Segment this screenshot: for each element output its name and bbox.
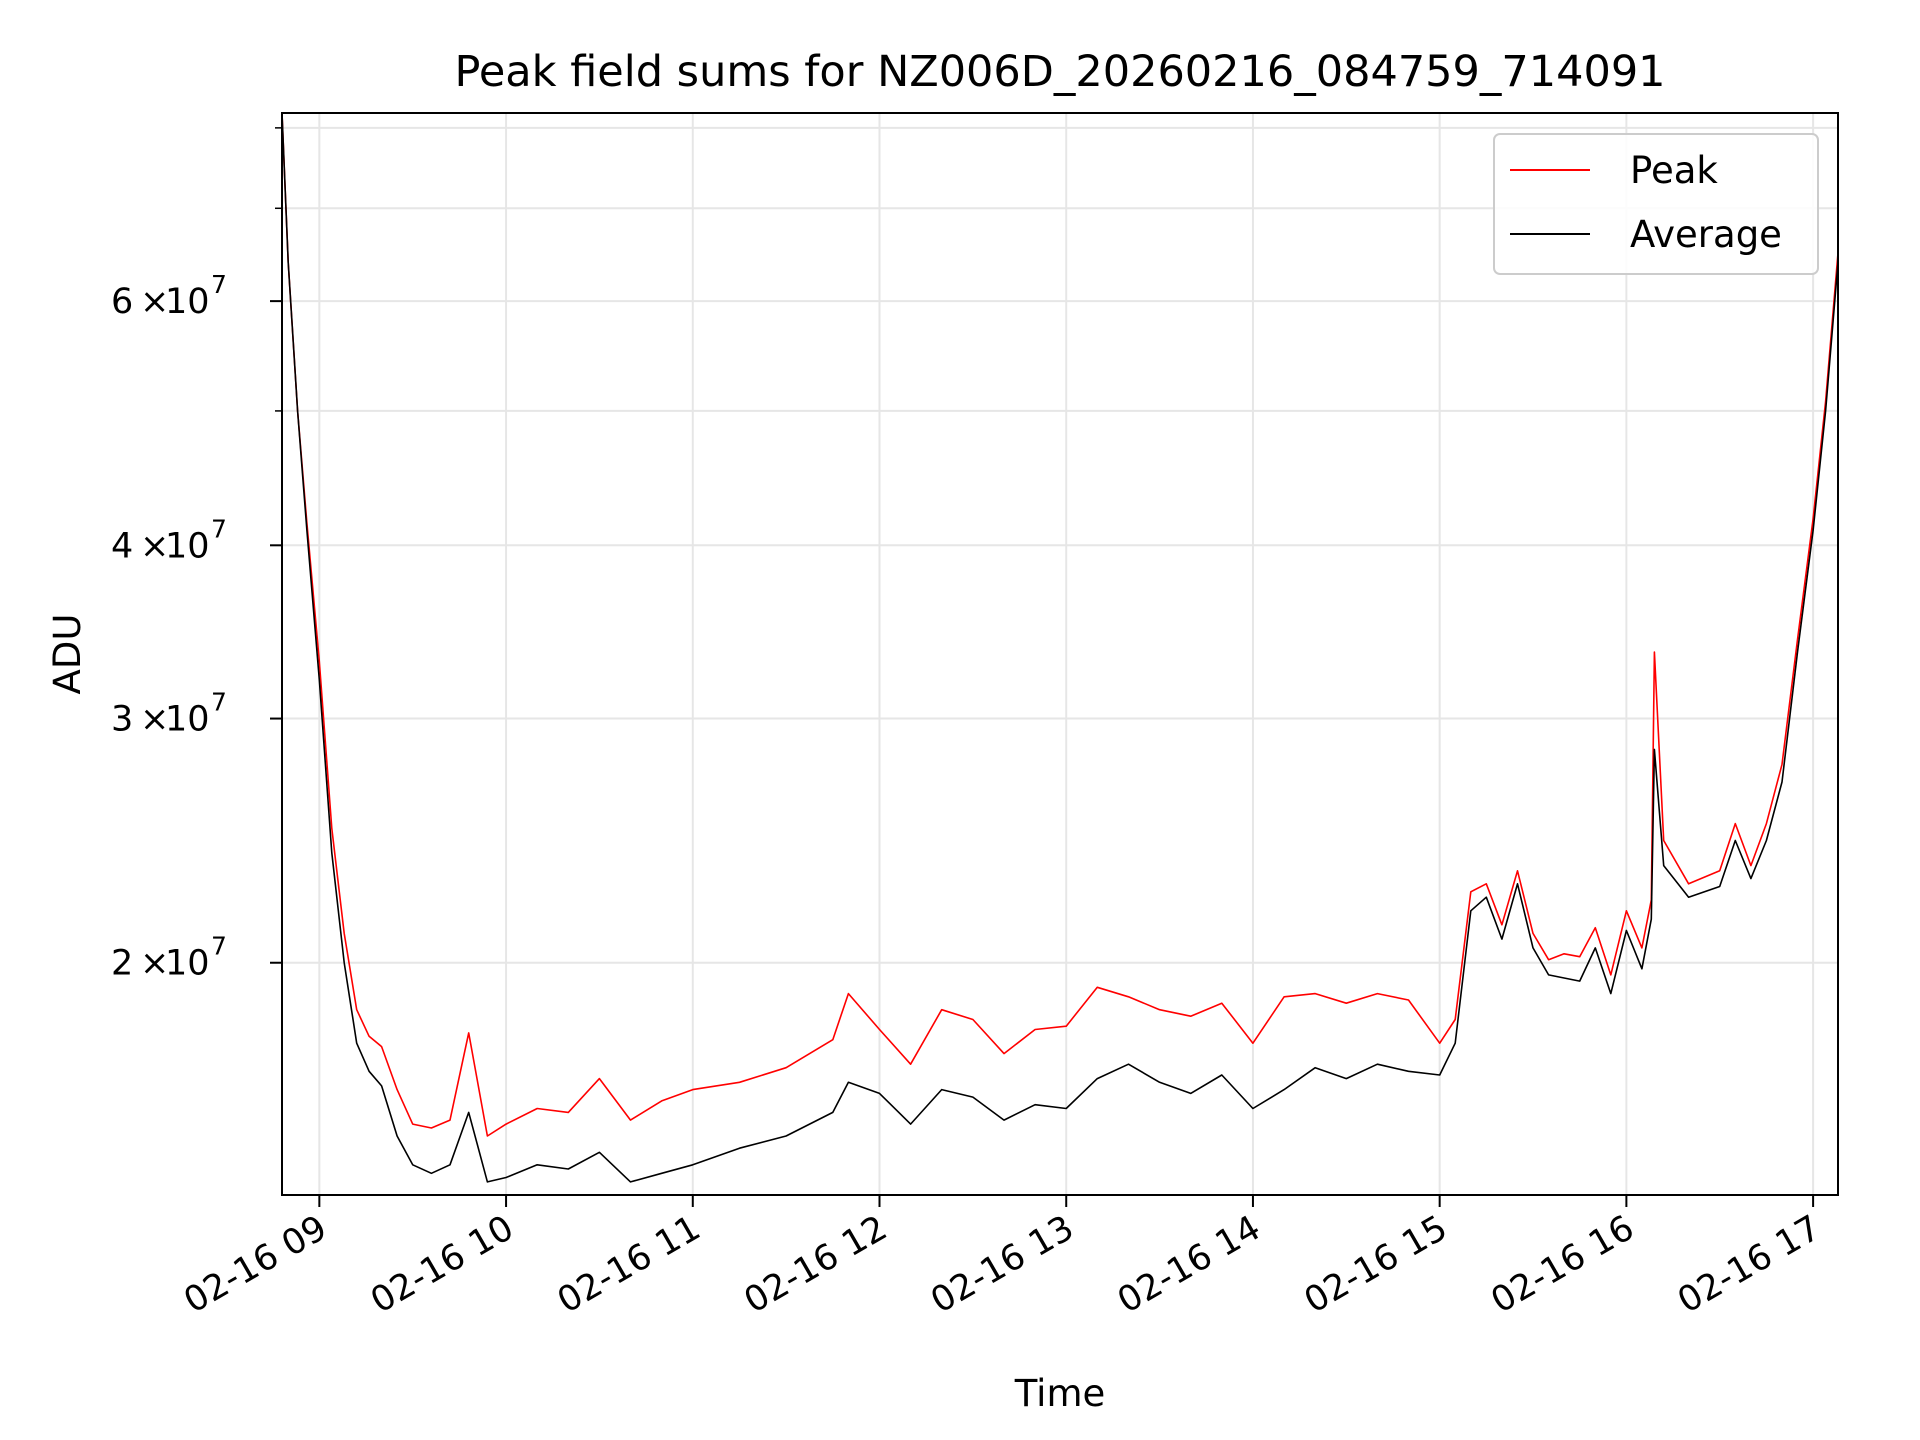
y-tick-base: 10 (165, 944, 210, 984)
y-tick-times: × (140, 282, 169, 322)
series-average-line (281, 112, 1839, 1183)
plot-frame (281, 112, 1839, 1196)
y-tick-label: 6 ×10 7 (111, 270, 227, 322)
grid-lines (282, 113, 1838, 1195)
y-tick-label: 3 ×10 7 (111, 688, 227, 740)
y-axis-label: ADU (46, 614, 89, 695)
y-tick-exponent: 7 (211, 514, 227, 543)
y-tick-base: 10 (165, 526, 210, 566)
legend-average-label: Average (1630, 213, 1782, 256)
x-axis-label: Time (1014, 1372, 1106, 1415)
y-tick-exponent: 7 (211, 932, 227, 961)
y-tick-times: × (140, 700, 169, 740)
y-tick-exponent: 7 (211, 688, 227, 717)
chart-title: Peak field sums for NZ006D_20260216_0847… (454, 47, 1665, 97)
legend-peak-label: Peak (1630, 149, 1718, 192)
y-tick-times: × (140, 944, 169, 984)
y-tick-mantissa: 4 (111, 526, 133, 566)
y-tick-base: 10 (165, 282, 210, 322)
y-tick-label: 2 ×10 7 (111, 932, 227, 984)
y-tick-exponent: 7 (211, 270, 227, 299)
y-tick-label: 4 ×10 7 (111, 514, 227, 566)
y-tick-mantissa: 6 (111, 282, 133, 322)
y-tick-times: × (140, 526, 169, 566)
legend: Peak Average (1493, 133, 1819, 275)
y-tick-mantissa: 3 (111, 700, 133, 740)
y-tick-mantissa: 2 (111, 944, 133, 984)
series-lines (281, 112, 1839, 1183)
y-tick-base: 10 (165, 700, 210, 740)
